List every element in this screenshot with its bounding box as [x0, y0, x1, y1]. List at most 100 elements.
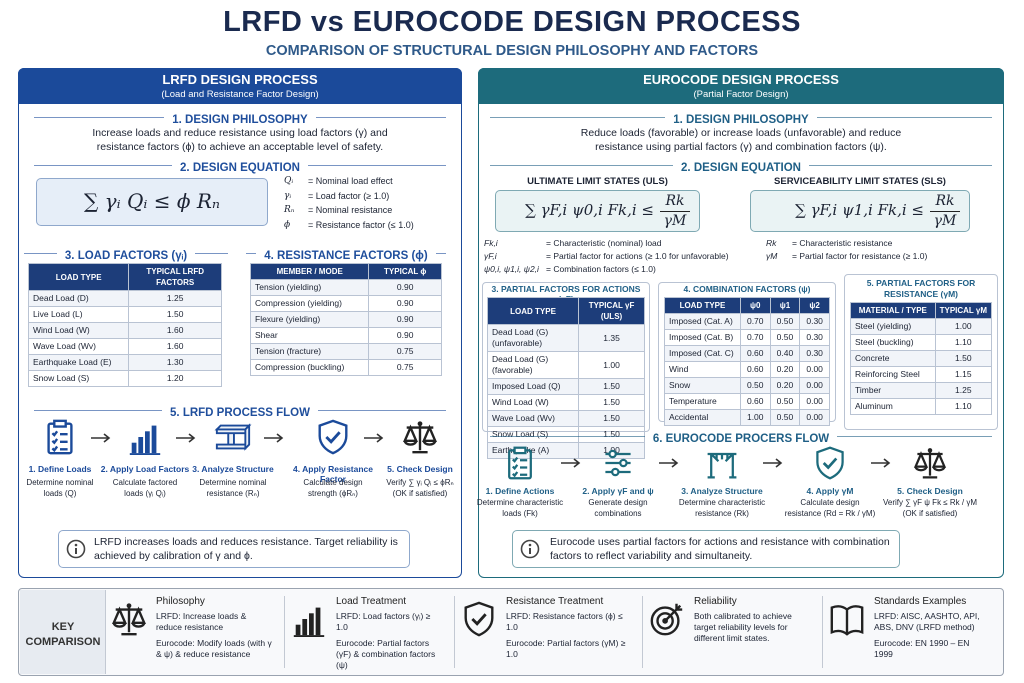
table-row: Dead Load (G) (favorable) 1.00 [486, 351, 645, 379]
table-cell: Dead Load (D) [27, 290, 130, 307]
table-row: Dead Load (G) (unfavorable) 1.35 [486, 324, 645, 352]
key-label: KEY COMPARISON [25, 621, 101, 648]
table-cell: 1.50 [128, 306, 222, 323]
definition-symbol: γF,i [484, 251, 497, 261]
table-cell: 1.50 [578, 410, 645, 427]
flow-arrow [561, 458, 581, 468]
section-heading-wrap: 3. LOAD FACTORS (γᵢ) [24, 246, 228, 264]
fraction-bar [660, 211, 690, 212]
comparison-title: Resistance Treatment [506, 596, 604, 607]
data-table: LOAD TYPE ψ0 ψ1 ψ2 Imposed (Cat. A) 0.70 0.50 0… [664, 297, 830, 426]
table-cell: 1.30 [128, 354, 222, 371]
table-cell: 0.75 [368, 359, 442, 376]
table-header-cell: TYPICAL γM [934, 302, 993, 319]
table-cell: 0.60 [739, 361, 771, 378]
table-cell: Wind Load (W) [27, 322, 130, 339]
table-cell: 0.30 [799, 313, 830, 330]
flow-arrow [763, 458, 783, 468]
table-row: Temperature 0.60 0.50 0.00 [664, 393, 830, 410]
section-heading-wrap: 1. DESIGN PHILOSOPHY [34, 110, 446, 128]
table-cell: 0.00 [799, 377, 830, 394]
flow-icon [214, 423, 252, 451]
table-cell: 0.50 [769, 313, 801, 330]
philosophy-text: Reduce loads (favorable) or increase loa… [580, 127, 902, 153]
table-row: Imposed (Cat. C) 0.60 0.40 0.30 [664, 345, 830, 362]
table-cell: Snow Load (S) [27, 370, 130, 387]
flow-step-title: 2. Apply Load Factors [100, 464, 190, 474]
table-cell: Aluminum [850, 398, 936, 415]
definition-symbol: ϕ [284, 219, 291, 230]
philosophy-text: Increase loads and reduce resistance usi… [92, 127, 388, 153]
table-row: Wind Load (W) 1.60 [27, 322, 222, 339]
note-text: Eurocode uses partial factors for action… [550, 536, 890, 562]
table-cell: Timber [850, 382, 936, 399]
comparison-icon [111, 603, 147, 636]
table-cell: 1.60 [128, 322, 222, 339]
table-header-row: MATERIAL / TYPE TYPICAL γM [850, 302, 993, 319]
table-cell: Steel (buckling) [850, 334, 936, 351]
section-heading: 2. DESIGN EQUATION [172, 162, 308, 174]
eurocode-subtitle: (Partial Factor Design) [693, 89, 789, 100]
formula-box [36, 178, 268, 226]
comparison-title: Load Treatment [336, 596, 407, 607]
flow-icon [508, 446, 532, 480]
comparison-icon [293, 607, 325, 638]
flow-icon [605, 449, 631, 477]
page-title: LRFD vs EUROCODE DESIGN PROCESS [223, 6, 801, 38]
table-header-row: LOAD TYPE ψ0 ψ1 ψ2 [664, 297, 830, 314]
comparison-icon [830, 605, 864, 636]
definition-meaning: = Nominal load effect [308, 176, 393, 186]
table-cell: 0.70 [739, 329, 771, 346]
flow-step-text: Determine nominal resistance (Rₙ) [199, 478, 267, 498]
lrfd-header [18, 68, 462, 104]
flow-step-title: 3. Analyze Structure [192, 464, 274, 474]
comparison-line: LRFD: Resistance factors (ϕ) ≤ 1.0 [506, 611, 623, 632]
table-header-cell: TYPICAL γF (ULS) [578, 297, 645, 325]
eurocode-header [478, 68, 1004, 104]
table-cell: Accidental [664, 409, 741, 426]
comparison-line: LRFD: Increase loads & reduce resistance [156, 611, 247, 632]
comparison-title: Reliability [694, 596, 737, 607]
formula-denominator: γM [933, 213, 957, 229]
definition-meaning: = Resistance factor (≤ 1.0) [308, 219, 414, 230]
formula-numerator: Rk [935, 193, 955, 209]
table-cell: 0.20 [769, 377, 801, 394]
table-header-cell: LOAD TYPE [27, 263, 130, 291]
limit-state-heading: ULTIMATE LIMIT STATES (ULS) [527, 176, 668, 187]
section-heading-wrap: 6. EUROCODE PROCERS FLOW [490, 429, 992, 447]
flow-arrow [659, 458, 679, 468]
page-subtitle: COMPARISON OF STRUCTURAL DESIGN PHILOSOP… [265, 43, 759, 59]
table-cell: Tension (yielding) [249, 279, 370, 296]
table-row: Concrete 1.50 [850, 350, 993, 367]
table-row: Compression (buckling) 0.75 [249, 359, 442, 376]
table-header-cell: LOAD TYPE [486, 297, 580, 325]
comparison-line: Eurocode: EN 1990 – EN 1999 [874, 638, 970, 659]
data-table: MEMBER / MODE TYPICAL ϕ Tension (yielding)… [249, 263, 442, 376]
definition-meaning: = Load factor (≥ 1.0) [308, 190, 390, 201]
table-cell: Wind Load (W) [486, 394, 580, 411]
section-heading: 1. DESIGN PHILOSOPHY [665, 114, 817, 126]
table-row: Snow 0.50 0.20 0.00 [664, 377, 830, 394]
definition-meaning: = Characteristic resistance [792, 238, 893, 248]
table-cell: 1.50 [578, 426, 645, 443]
info-icon [520, 539, 540, 559]
table-cell: Imposed Load (Q) [486, 378, 580, 395]
table-cell: 0.50 [769, 393, 801, 410]
table-cell: 0.00 [799, 409, 830, 426]
data-table: LOAD TYPE TYPICAL LRFD FACTORS Dead Load (… [27, 263, 222, 387]
table-cell: 1.00 [934, 318, 993, 335]
table-cell: 1.50 [578, 378, 645, 395]
table-cell: Snow [664, 377, 741, 394]
flow-step-text: Determine characteristic resistance (Rk) [678, 498, 766, 518]
flow-icon [47, 419, 73, 455]
table-cell: 0.75 [368, 343, 442, 360]
comparison-icon [650, 603, 683, 636]
flow-arrow [364, 433, 384, 443]
flow-arrow [871, 458, 891, 468]
table-cell: Compression (buckling) [249, 359, 370, 376]
formula-lhs: ∑ γF,i ψ1,i Fk,i ≤ [795, 201, 924, 219]
table-heading: 4. COMBINATION FACTORS (ψ) [683, 284, 811, 294]
section-heading: 5. LRFD PROCESS FLOW [162, 407, 318, 419]
flow-step-text: Verify ∑ γF ψ Fk ≤ Rk / γM (OK if satisf… [882, 498, 978, 518]
table-cell: 0.90 [368, 295, 442, 312]
